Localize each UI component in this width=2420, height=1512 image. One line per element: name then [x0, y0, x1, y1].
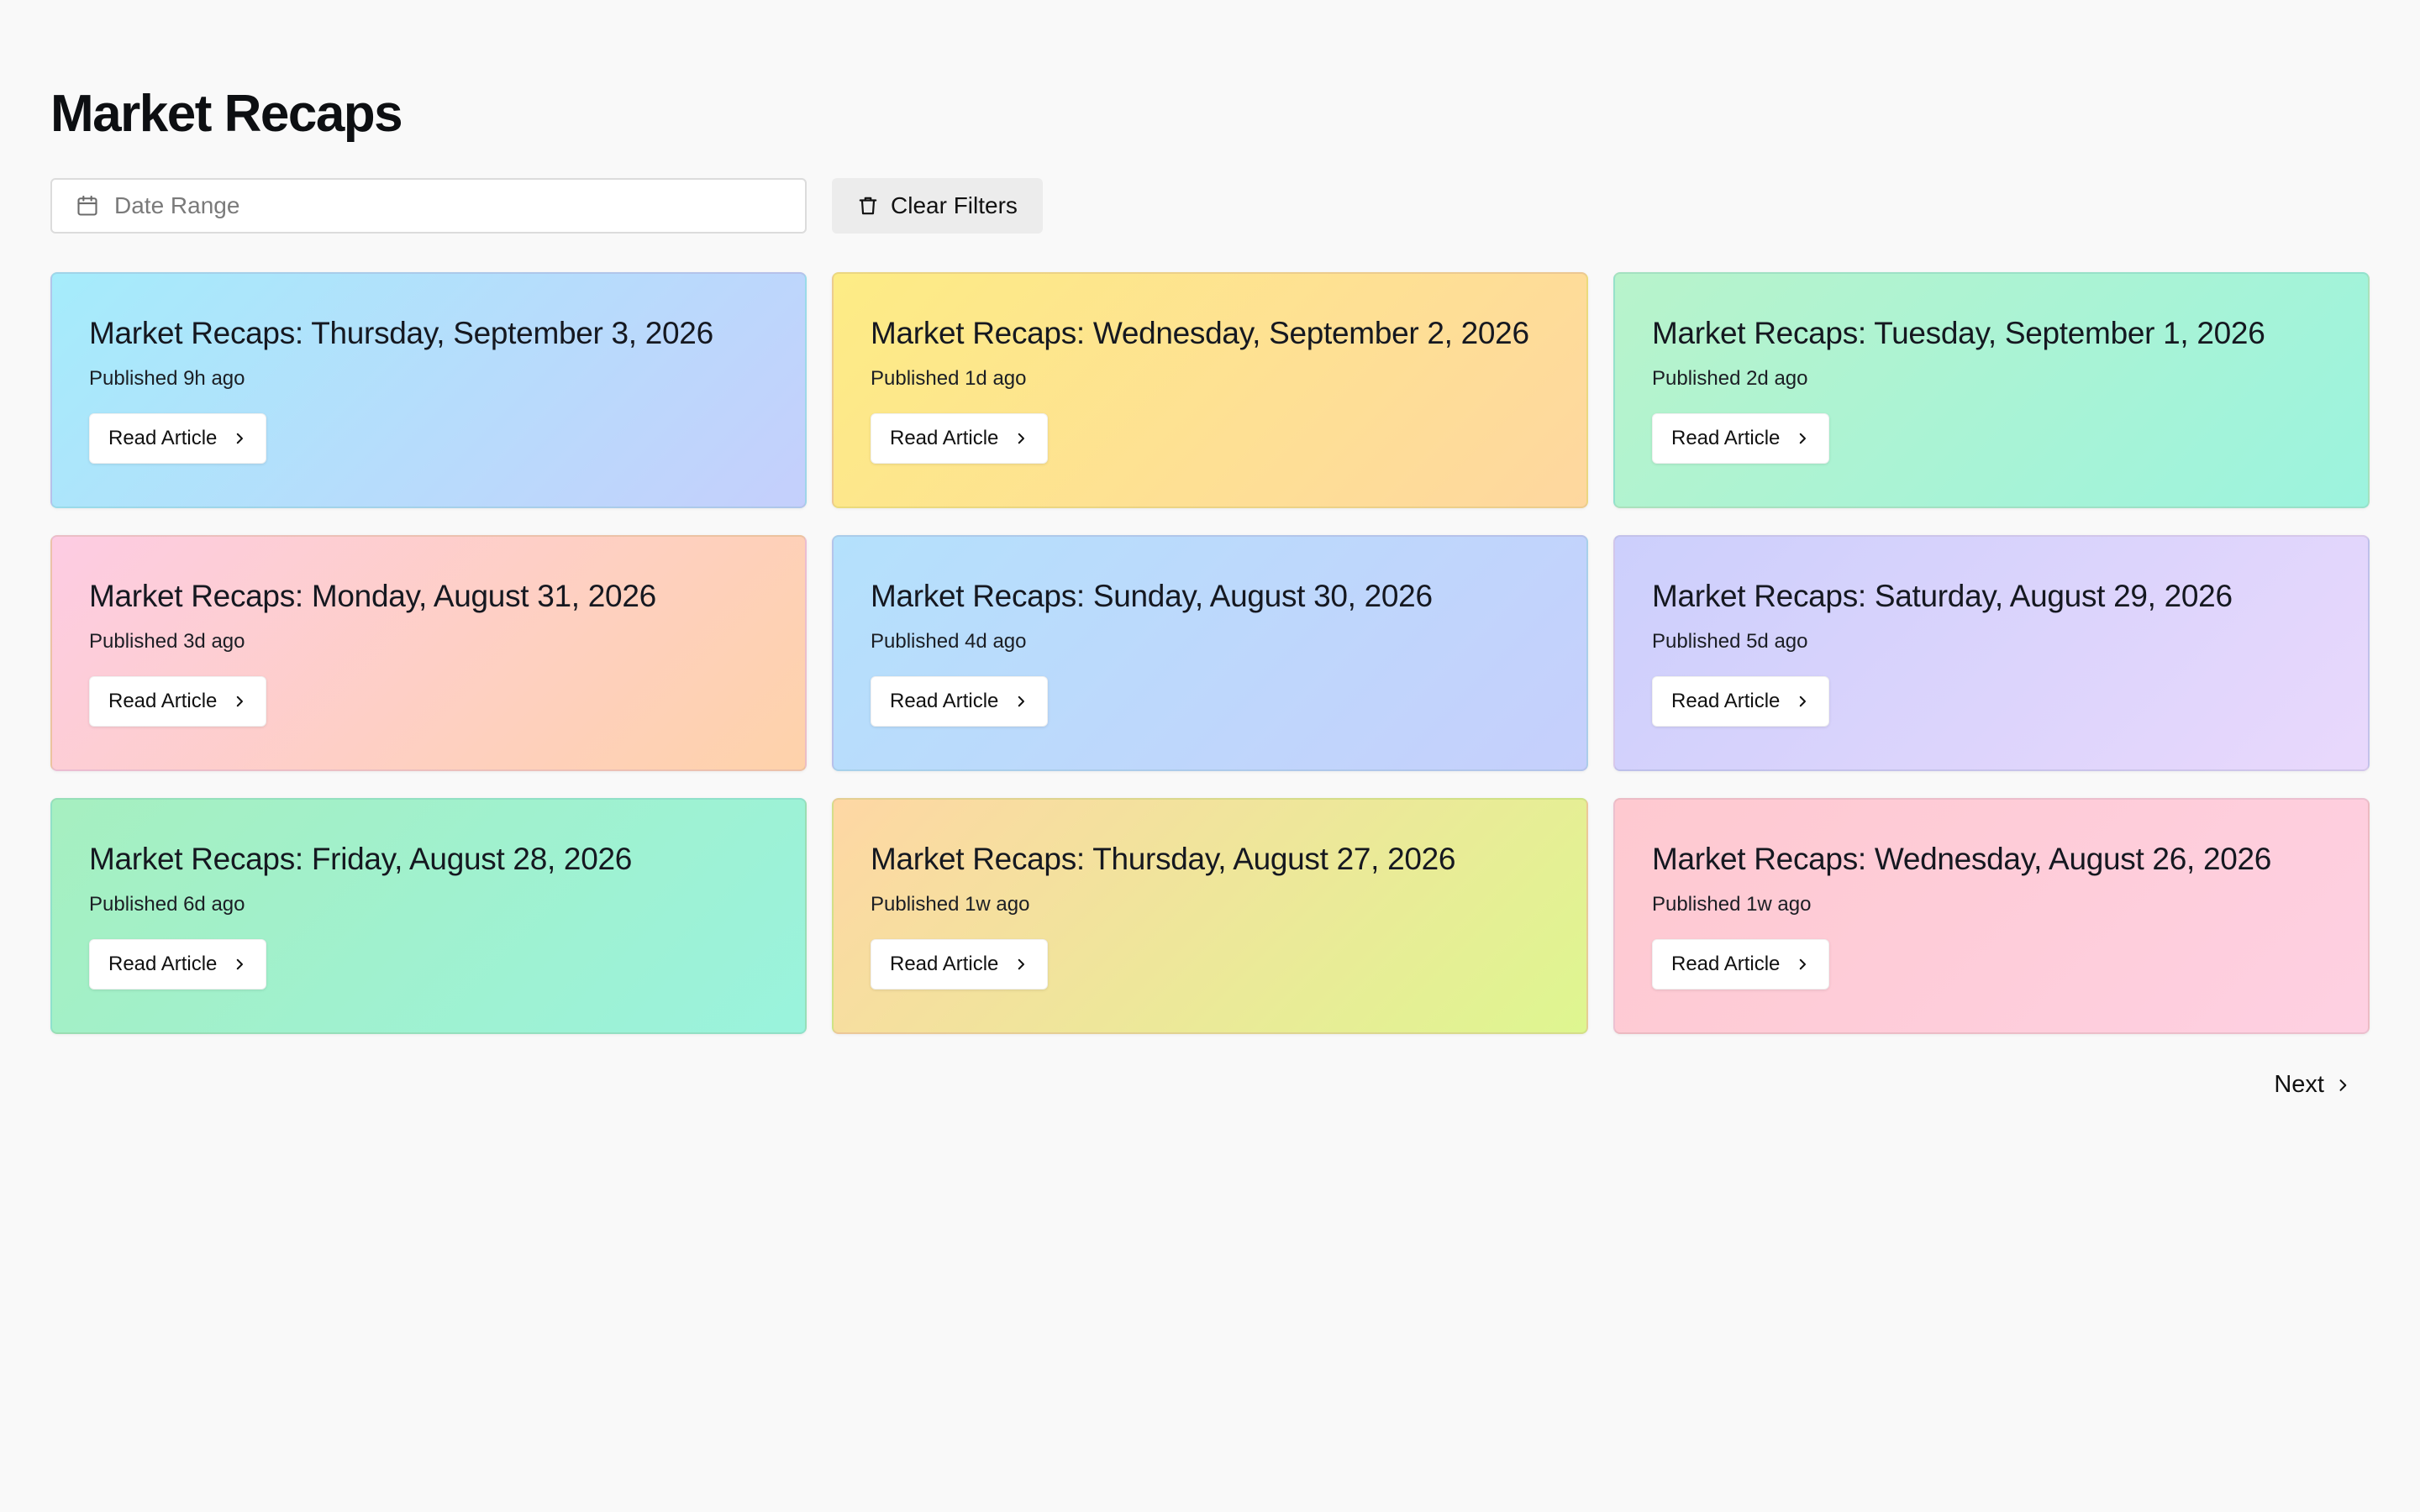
- card-title: Market Recaps: Thursday, August 27, 2026: [871, 842, 1456, 876]
- published-time: Published 6d ago: [89, 893, 245, 916]
- chevron-right-icon: [1013, 957, 1028, 972]
- chevron-right-icon: [1013, 694, 1028, 709]
- card-title: Market Recaps: Monday, August 31, 2026: [89, 579, 656, 613]
- read-article-button[interactable]: Read Article: [1652, 676, 1830, 727]
- published-time: Published 5d ago: [1652, 630, 1808, 653]
- page-title: Market Recaps: [50, 85, 403, 143]
- read-article-label: Read Article: [1671, 690, 1781, 712]
- card-title: Market Recaps: Wednesday, September 2, 2…: [871, 316, 1529, 350]
- calendar-icon: [76, 194, 99, 218]
- published-time: Published 9h ago: [89, 367, 245, 390]
- card-title: Market Recaps: Thursday, September 3, 20…: [89, 316, 713, 350]
- recap-card: Market Recaps: Monday, August 31, 2026 P…: [50, 535, 807, 771]
- published-time: Published 4d ago: [871, 630, 1027, 653]
- read-article-button[interactable]: Read Article: [1652, 939, 1830, 990]
- chevron-right-icon: [232, 957, 247, 972]
- published-time: Published 2d ago: [1652, 367, 1808, 390]
- pagination: Next: [50, 1071, 2370, 1099]
- read-article-label: Read Article: [890, 427, 999, 449]
- date-range-input[interactable]: [114, 192, 781, 219]
- trash-icon: [857, 194, 879, 218]
- clear-filters-button[interactable]: Clear Filters: [832, 178, 1043, 234]
- read-article-label: Read Article: [1671, 953, 1781, 975]
- recap-card: Market Recaps: Friday, August 28, 2026 P…: [50, 798, 807, 1034]
- read-article-label: Read Article: [108, 690, 218, 712]
- filter-bar: Clear Filters: [50, 178, 2370, 234]
- read-article-label: Read Article: [108, 953, 218, 975]
- read-article-button[interactable]: Read Article: [89, 939, 267, 990]
- read-article-button[interactable]: Read Article: [871, 939, 1049, 990]
- read-article-button[interactable]: Read Article: [871, 676, 1049, 727]
- recap-card: Market Recaps: Saturday, August 29, 2026…: [1613, 535, 2370, 771]
- next-page-button[interactable]: Next: [2274, 1071, 2351, 1099]
- read-article-button[interactable]: Read Article: [89, 413, 267, 464]
- date-range-field[interactable]: [50, 178, 807, 234]
- chevron-right-icon: [1013, 431, 1028, 446]
- card-title: Market Recaps: Saturday, August 29, 2026: [1652, 579, 2233, 613]
- chevron-right-icon: [232, 431, 247, 446]
- chevron-right-icon: [1795, 431, 1810, 446]
- recaps-grid: Market Recaps: Thursday, September 3, 20…: [50, 272, 2370, 1034]
- card-title: Market Recaps: Tuesday, September 1, 202…: [1652, 316, 2265, 350]
- recap-card: Market Recaps: Thursday, September 3, 20…: [50, 272, 807, 508]
- read-article-label: Read Article: [890, 690, 999, 712]
- chevron-right-icon: [1795, 957, 1810, 972]
- recap-card: Market Recaps: Tuesday, September 1, 202…: [1613, 272, 2370, 508]
- clear-filters-label: Clear Filters: [891, 192, 1018, 218]
- recap-card: Market Recaps: Wednesday, August 26, 202…: [1613, 798, 2370, 1034]
- read-article-button[interactable]: Read Article: [871, 413, 1049, 464]
- chevron-right-icon: [2334, 1077, 2351, 1094]
- read-article-label: Read Article: [890, 953, 999, 975]
- card-title: Market Recaps: Wednesday, August 26, 202…: [1652, 842, 2272, 876]
- chevron-right-icon: [232, 694, 247, 709]
- published-time: Published 1w ago: [871, 893, 1030, 916]
- recap-card: Market Recaps: Thursday, August 27, 2026…: [832, 798, 1588, 1034]
- chevron-right-icon: [1795, 694, 1810, 709]
- published-time: Published 3d ago: [89, 630, 245, 653]
- published-time: Published 1d ago: [871, 367, 1027, 390]
- next-label: Next: [2274, 1071, 2324, 1098]
- published-time: Published 1w ago: [1652, 893, 1812, 916]
- read-article-button[interactable]: Read Article: [1652, 413, 1830, 464]
- read-article-button[interactable]: Read Article: [89, 676, 267, 727]
- card-title: Market Recaps: Friday, August 28, 2026: [89, 842, 633, 876]
- recap-card: Market Recaps: Wednesday, September 2, 2…: [832, 272, 1588, 508]
- read-article-label: Read Article: [1671, 427, 1781, 449]
- read-article-label: Read Article: [108, 427, 218, 449]
- recap-card: Market Recaps: Sunday, August 30, 2026 P…: [832, 535, 1588, 771]
- card-title: Market Recaps: Sunday, August 30, 2026: [871, 579, 1433, 613]
